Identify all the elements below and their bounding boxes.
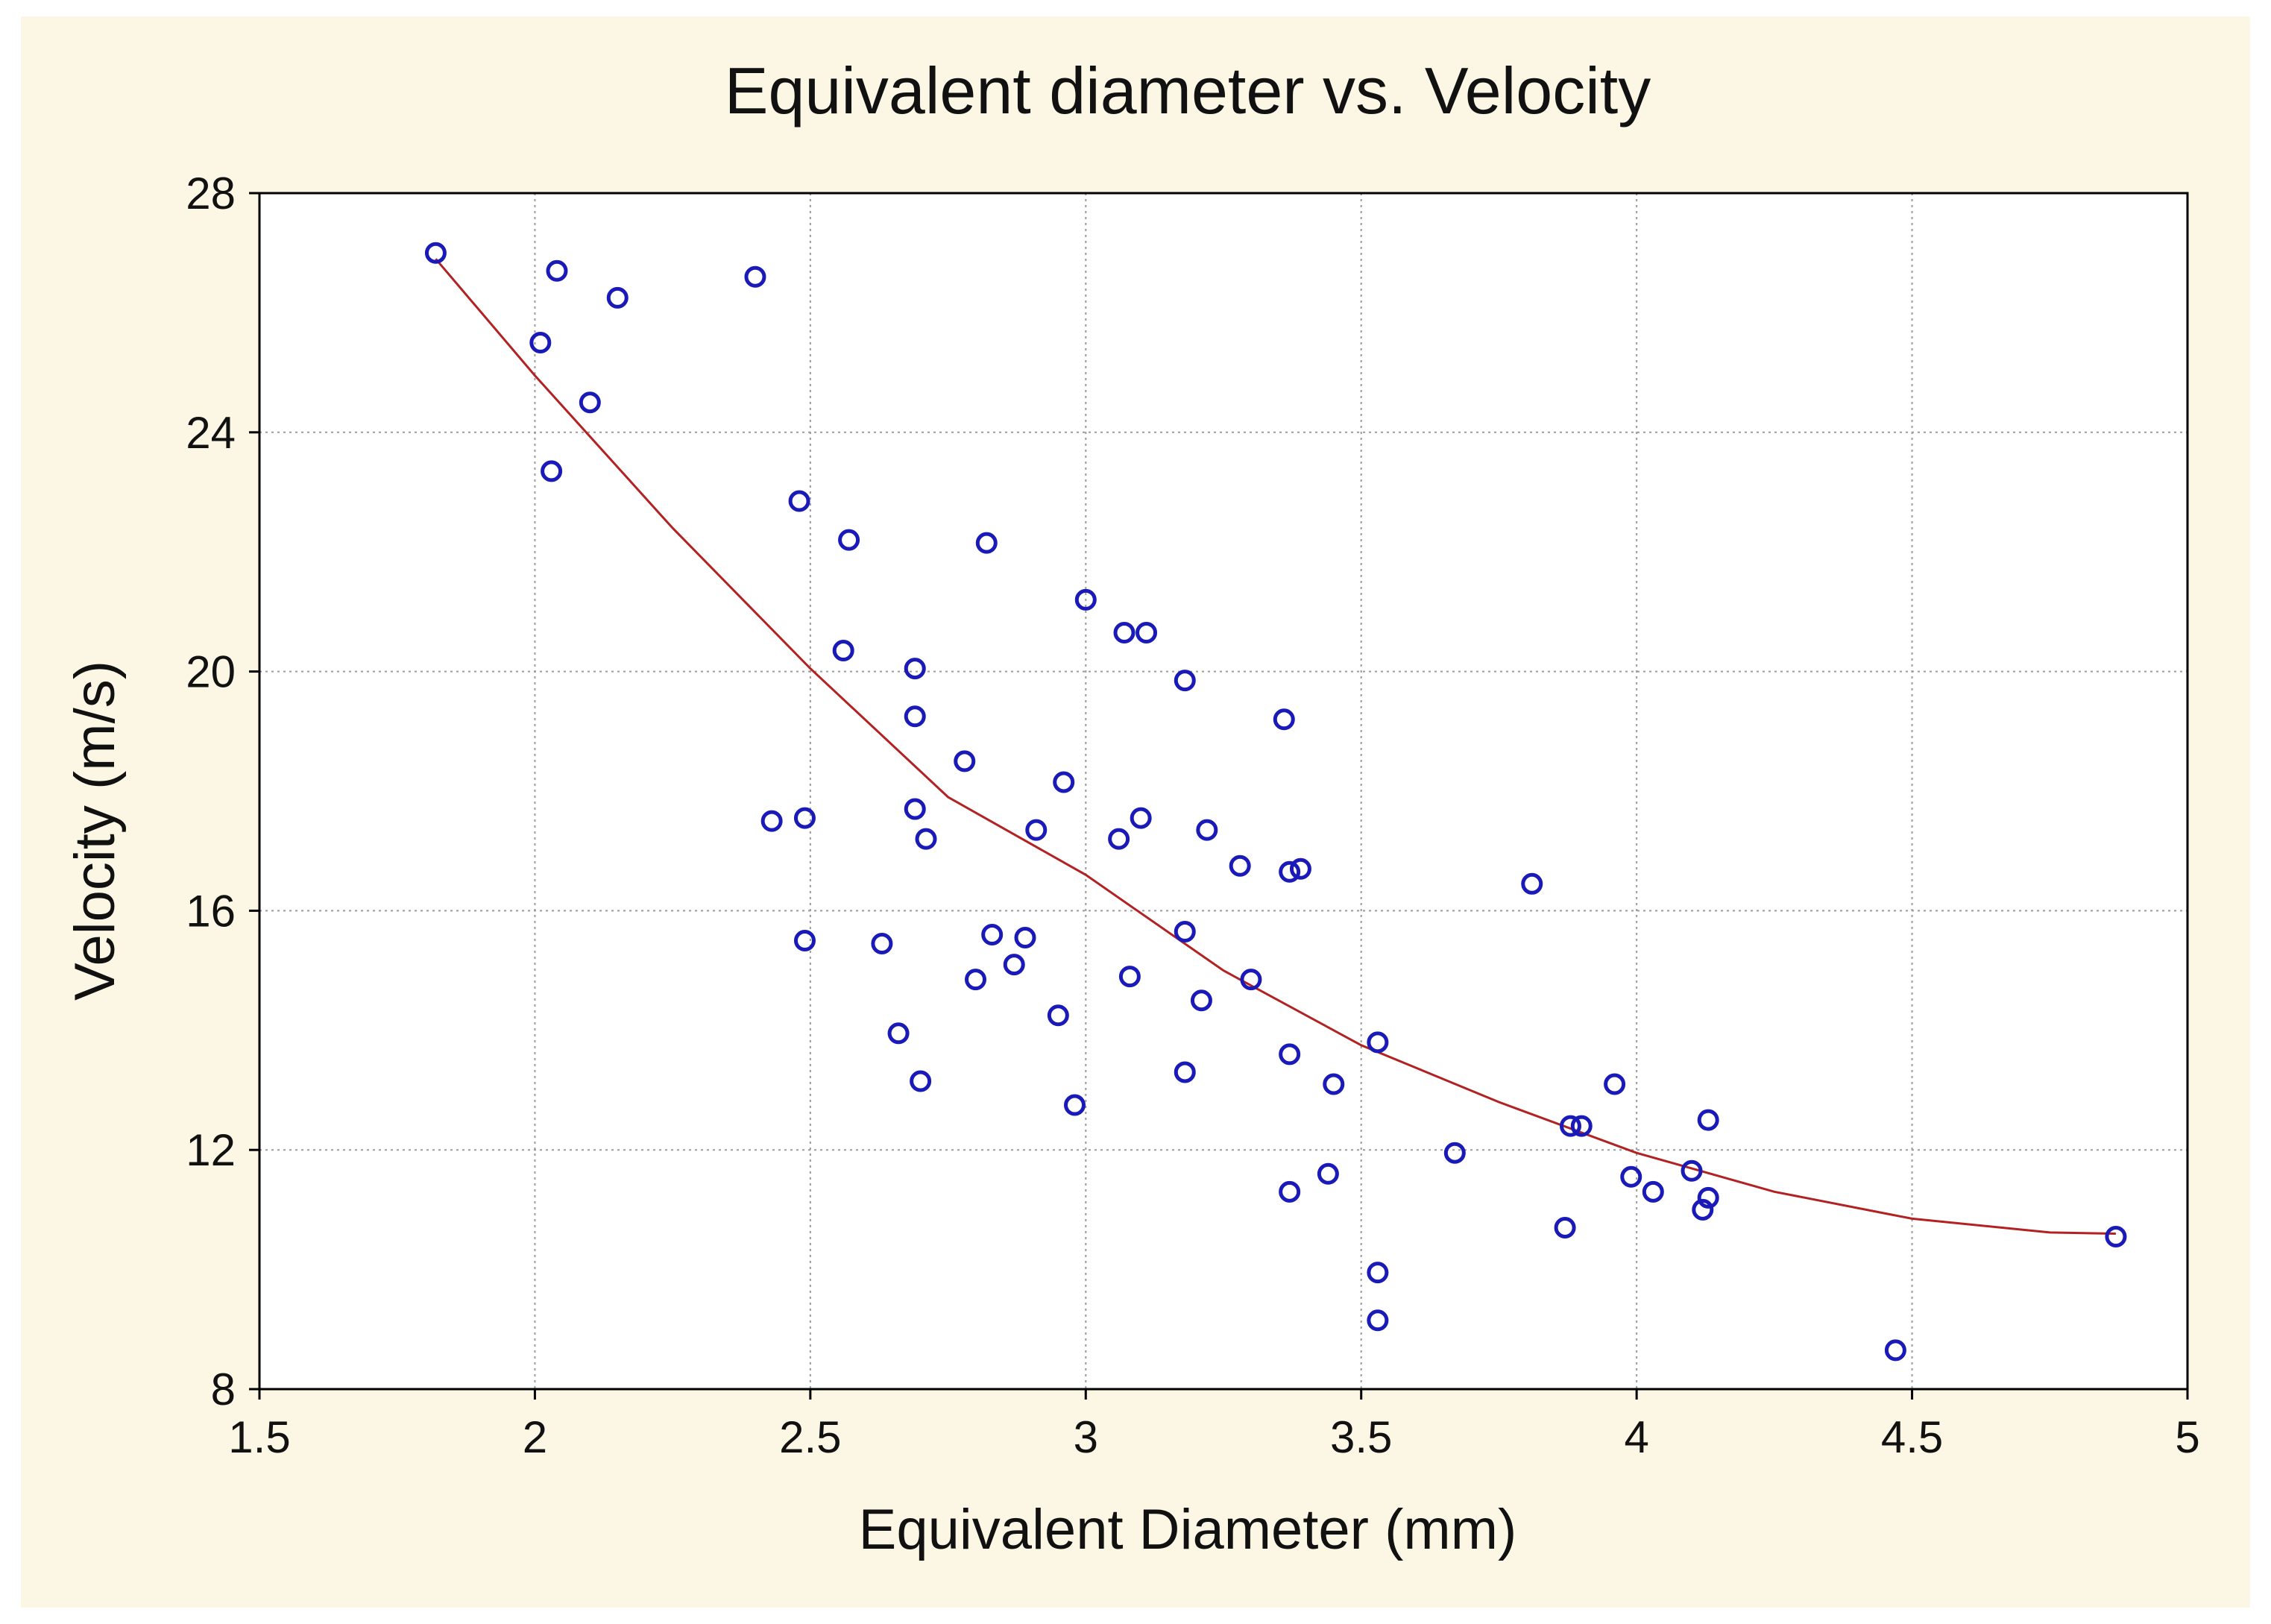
data-point [1047,1004,1069,1027]
data-point [910,1070,932,1092]
data-point [915,828,937,850]
data-point [1554,1216,1576,1239]
data-point [1521,872,1543,895]
data-point [424,242,447,264]
y-tick-label: 8 [211,1365,236,1414]
data-point [1229,855,1251,877]
data-point [541,460,563,482]
data-point [965,969,987,991]
data-point [529,332,552,353]
data-point [871,933,893,955]
data-point [2105,1225,2127,1247]
data-point [1130,807,1152,829]
x-tick-label: 2 [523,1412,547,1462]
data-point [1697,1109,1719,1131]
chart-frame: Equivalent diameter vs. Velocity Equival… [21,16,2250,1608]
data-point [606,286,629,309]
data-point [1074,588,1097,611]
data-point [744,265,766,288]
data-point [1279,1043,1301,1066]
data-point [793,807,816,829]
data-point [1064,1094,1086,1116]
fit-curve [435,258,2116,1235]
chart-title: Equivalent diameter vs. Velocity [725,54,1651,128]
x-tick-label: 4.5 [1881,1412,1943,1462]
data-point [1174,670,1196,692]
data-point [1240,969,1262,991]
data-point [1014,926,1036,948]
data-point [546,259,568,282]
data-point [1289,857,1311,880]
x-tick-label: 2.5 [779,1412,841,1462]
data-point [1681,1159,1703,1182]
data-point [793,930,816,951]
data-point [1136,621,1158,643]
y-tick-label: 24 [186,408,236,458]
data-point [981,923,1004,945]
data-point [1118,966,1141,988]
data-point [1323,1073,1345,1095]
data-point [579,391,601,414]
data-point [1174,920,1196,942]
x-tick-label: 4 [1624,1412,1648,1462]
data-point [1317,1162,1339,1185]
plot-area: 1.5 2 2.5 3 3.5 4 4.5 5 8 12 16 20 24 28 [186,169,2199,1462]
data-point [1692,1198,1714,1221]
data-point [887,1022,910,1045]
x-tick-label: 3 [1074,1412,1098,1462]
data-point [904,798,926,820]
data-point [1053,771,1075,793]
y-tick-label: 28 [186,169,236,218]
data-point [1279,860,1301,883]
data-point [1642,1180,1664,1203]
data-point [1279,1180,1301,1203]
data-point [904,658,926,680]
x-tick-label: 5 [2175,1412,2199,1462]
data-point [1025,819,1048,841]
y-tick-label: 12 [186,1125,236,1175]
plot-border [258,192,2189,1391]
data-point [1570,1115,1593,1137]
data-point [1367,1031,1389,1054]
scatter-chart: Equivalent diameter vs. Velocity Equival… [63,54,2200,1561]
data-point [1174,1061,1196,1083]
x-tick-label: 3.5 [1330,1412,1392,1462]
data-point [1113,621,1136,643]
data-point [1697,1186,1719,1209]
data-point [1190,989,1212,1012]
y-axis-title: Velocity (m/s) [63,661,127,1001]
x-axis-title: Equivalent Diameter (mm) [859,1498,1517,1561]
data-point [1884,1339,1906,1362]
data-point [1108,828,1130,850]
data-point [1196,819,1218,841]
data-point [788,490,810,512]
data-point [760,810,783,832]
y-tick-label: 16 [186,886,236,936]
data-point [832,640,854,662]
y-tick-label: 20 [186,647,236,697]
data-point [1003,954,1025,976]
data-point [1367,1309,1389,1332]
data-point [1620,1165,1642,1188]
data-point [1273,708,1295,731]
data-point [838,529,860,551]
data-point [954,750,976,772]
data-point [1367,1262,1389,1284]
x-tick-label: 1.5 [228,1412,290,1462]
data-point [975,532,998,554]
data-point [1443,1142,1466,1164]
plot-background [259,193,2187,1389]
data-point [1559,1115,1581,1137]
data-point [1604,1073,1626,1095]
data-point [904,705,926,728]
